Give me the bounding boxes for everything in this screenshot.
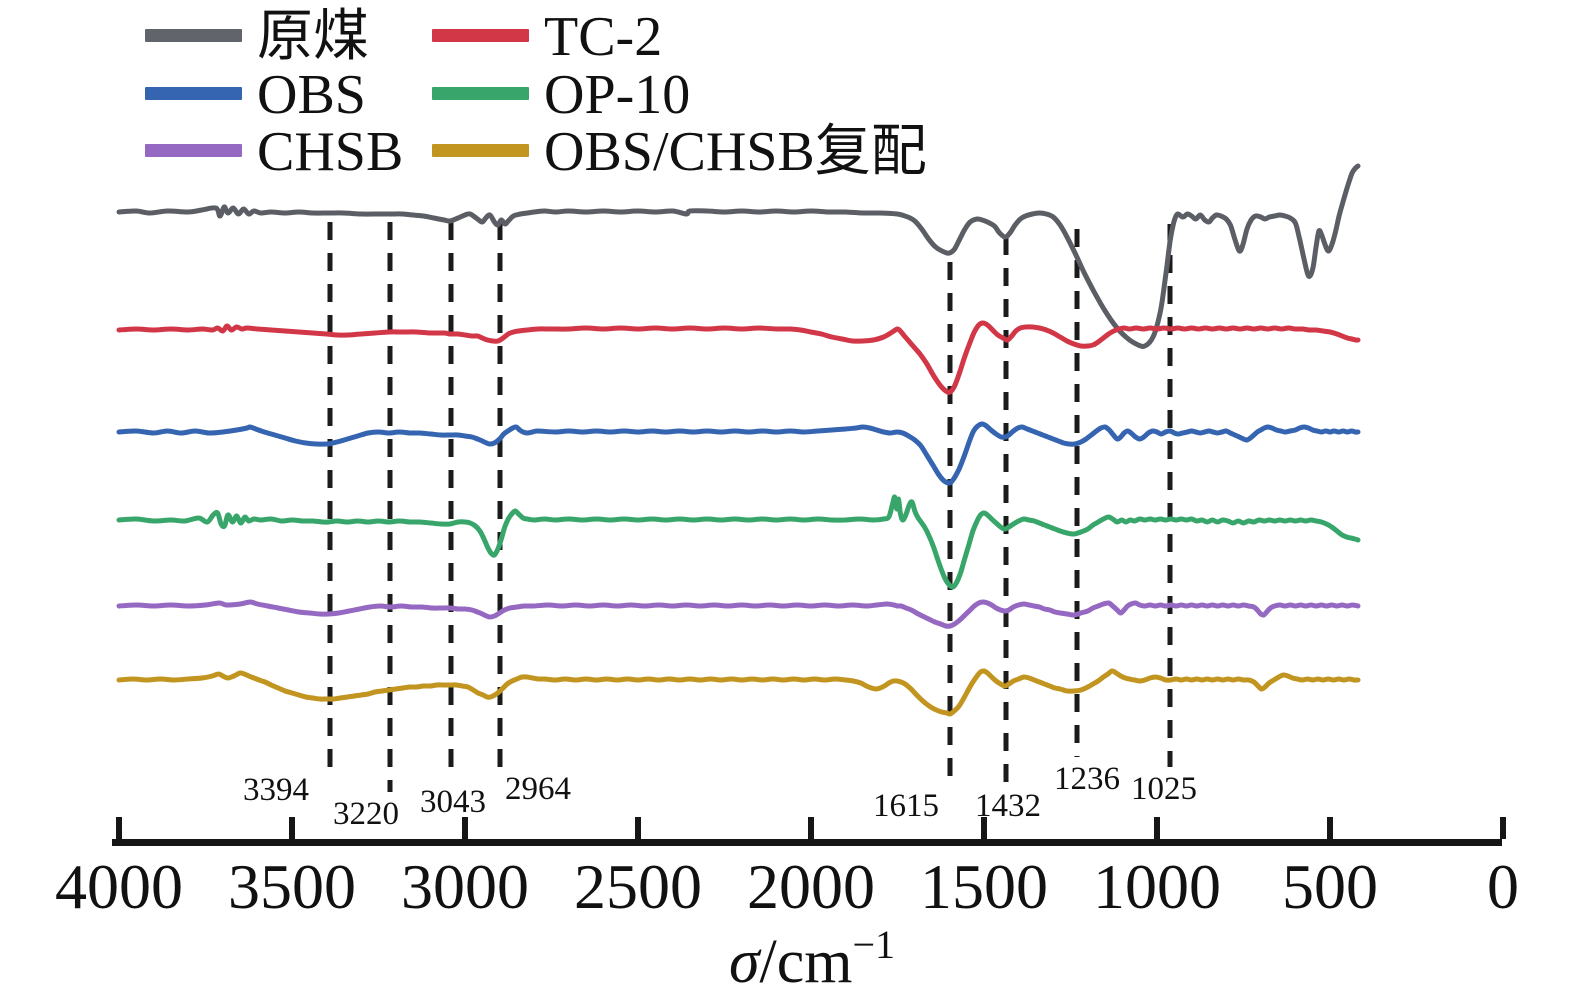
x-axis-tick-3500 [289,817,295,839]
x-axis-tick-2500 [635,817,641,839]
x-tick-label-2500: 2500 [574,851,702,922]
peak-label-1025: 1025 [1131,771,1197,807]
spectrum-curve-OBS [116,421,1361,486]
x-axis-title: σ/cm−1 [729,922,895,996]
legend-label-OBS: OBS [257,63,366,126]
legend-label-OP-10: OP-10 [544,63,691,126]
x-tick-label-4000: 4000 [55,851,183,922]
x-tick-label-1000: 1000 [1093,851,1221,922]
x-tick-label-3000: 3000 [401,851,529,922]
spectrum-curve-CHSB [116,599,1361,629]
x-axis-tick-1000 [1154,817,1160,839]
x-axis-tick-500 [1327,817,1333,839]
peak-label-1432: 1432 [975,788,1041,824]
x-tick-label-3500: 3500 [228,851,356,922]
x-axis-tick-1500 [981,817,987,839]
legend-swatch-OP-10 [432,86,529,100]
x-axis-line [112,839,1502,846]
peak-label-3220: 3220 [333,796,399,832]
x-axis-tick-3000 [462,817,468,839]
peak-label-1615: 1615 [873,788,939,824]
spectrum-curve-OP-10 [116,494,1361,590]
legend-swatch-原煤 [145,29,242,42]
legend-swatch-CHSB [145,144,242,157]
x-axis-tick-0 [1500,817,1506,839]
x-tick-label-500: 500 [1282,851,1378,922]
legend-label-TC-2: TC-2 [544,6,663,68]
peak-label-2964: 2964 [505,771,571,807]
x-axis-tick-2000 [808,817,814,839]
legend-swatch-OBS/CHSB复配 [432,144,529,157]
legend-label-CHSB: CHSB [257,121,404,183]
x-tick-label-2000: 2000 [747,851,875,922]
peak-label-3043: 3043 [420,784,486,820]
peak-label-1236: 1236 [1054,761,1120,797]
legend-label-原煤: 原煤 [257,6,369,68]
legend-swatch-TC-2 [432,29,529,42]
spectrum-curve-TC-2 [116,320,1361,395]
x-axis-tick-4000 [116,817,122,839]
legend-label-OBS/CHSB复配: OBS/CHSB复配 [544,121,927,183]
peak-label-3394: 3394 [243,772,309,808]
x-tick-label-0: 0 [1487,851,1519,922]
legend-swatch-OBS [145,86,242,100]
x-tick-label-1500: 1500 [920,851,1048,922]
spectrum-curve-原煤 [116,163,1361,349]
spectrum-curve-OBS/CHSB复配 [116,668,1361,717]
